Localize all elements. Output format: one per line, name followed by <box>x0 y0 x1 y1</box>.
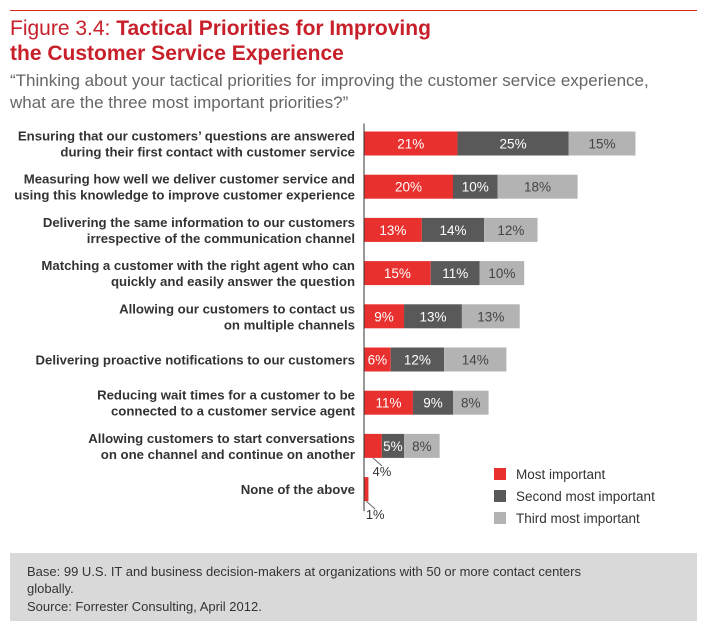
callout-label: 4% <box>373 464 392 479</box>
bar-segment <box>484 217 538 242</box>
bar-segment <box>364 347 391 372</box>
category-label: Matching a customer with the right agent… <box>41 258 355 273</box>
bar-segment <box>364 217 422 242</box>
bar-segment <box>364 390 413 415</box>
callout-line <box>365 500 376 510</box>
category-label: using this knowledge to improve customer… <box>14 188 355 203</box>
legend-swatch <box>494 490 506 502</box>
data-label: 10% <box>488 266 515 281</box>
data-label: 12% <box>497 223 524 238</box>
survey-question: “Thinking about your tactical priorities… <box>10 71 649 112</box>
legend-swatch <box>494 468 506 480</box>
legend-swatch <box>494 512 506 524</box>
top-rule <box>10 10 697 11</box>
figure-number: Figure 3.4: <box>10 17 117 40</box>
source-note: Source: Forrester Consulting, April 2012… <box>27 599 262 614</box>
bar-segment <box>453 390 489 415</box>
data-label: 15% <box>589 137 616 152</box>
data-label: 13% <box>477 309 504 324</box>
category-label: Allowing our customers to contact us <box>119 301 355 316</box>
data-label: 11% <box>442 266 468 281</box>
category-label: Delivering proactive notifications to ou… <box>36 353 356 368</box>
data-label: 14% <box>462 353 489 368</box>
category-label: quickly and easily answer the question <box>111 274 355 289</box>
bar-segment <box>364 477 369 502</box>
data-label: 21% <box>397 137 424 152</box>
bar-segment <box>497 174 578 199</box>
callout-label: 1% <box>366 507 385 522</box>
bar-segment <box>390 347 445 372</box>
data-label: 12% <box>404 353 431 368</box>
bar-segment <box>444 347 507 372</box>
bar-segment <box>381 433 405 458</box>
category-label: irrespective of the communication channe… <box>87 231 355 246</box>
notes-box: Base: 99 U.S. IT and business decision-m… <box>10 553 697 621</box>
category-label: Allowing customers to start conversation… <box>88 431 355 446</box>
figure-title: Figure 3.4: Tactical Priorities for Impr… <box>10 16 690 66</box>
bar-segment <box>404 433 440 458</box>
figure-title-line2: the Customer Service Experience <box>10 42 344 65</box>
bar-segment <box>430 261 480 286</box>
bar-segment <box>461 304 520 329</box>
category-label: on multiple channels <box>224 317 355 332</box>
bar-segment <box>412 390 453 415</box>
legend-label: Most important <box>516 467 606 482</box>
base-note: Base: 99 U.S. IT and business decision-m… <box>27 564 581 596</box>
category-label: None of the above <box>241 482 355 497</box>
category-label: connected to a customer service agent <box>111 404 356 419</box>
figure-title-line1: Tactical Priorities for Improving <box>116 17 431 40</box>
bar-segment <box>364 174 453 199</box>
bar-segment <box>364 433 382 458</box>
legend-label: Third most important <box>516 511 640 526</box>
category-label: during their first contact with customer… <box>60 145 355 160</box>
data-label: 11% <box>375 396 401 411</box>
data-label: 5% <box>383 439 403 454</box>
stacked-bar-chart: Ensuring that our customers’ questions a… <box>14 123 655 526</box>
category-label: on one channel and continue on another <box>101 447 355 462</box>
data-label: 18% <box>524 180 551 195</box>
data-label: 20% <box>395 180 422 195</box>
bar-segment <box>453 174 498 199</box>
category-label: Reducing wait times for a customer to be <box>97 388 355 403</box>
bar-segment <box>568 131 636 156</box>
bar-segment <box>364 131 458 156</box>
category-label: Delivering the same information to our c… <box>43 215 355 230</box>
legend-label: Second most important <box>516 489 655 504</box>
bar-segment <box>479 261 525 286</box>
data-label: 13% <box>419 309 446 324</box>
data-label: 9% <box>423 396 443 411</box>
category-label: Measuring how well we deliver customer s… <box>24 172 355 187</box>
data-label: 9% <box>374 309 394 324</box>
bar-segment <box>457 131 569 156</box>
bar-segment <box>364 261 431 286</box>
data-label: 6% <box>368 353 388 368</box>
bar-segment <box>421 217 485 242</box>
data-label: 10% <box>462 180 489 195</box>
data-label: 15% <box>384 266 411 281</box>
bar-segment <box>404 304 462 329</box>
bar-segment <box>364 304 405 329</box>
data-label: 14% <box>439 223 466 238</box>
data-label: 25% <box>500 137 527 152</box>
category-label: Ensuring that our customers’ questions a… <box>18 129 355 144</box>
callout-line <box>372 457 383 467</box>
data-label: 8% <box>412 439 432 454</box>
data-label: 13% <box>379 223 406 238</box>
data-label: 8% <box>461 396 481 411</box>
